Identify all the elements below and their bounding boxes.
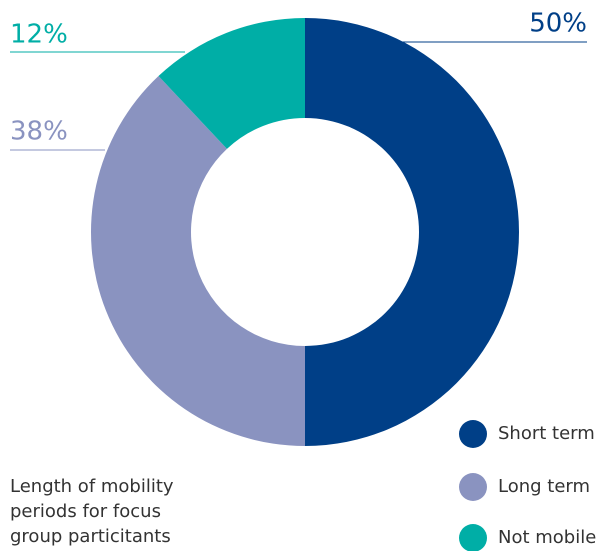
legend-label: Short term <box>498 423 595 444</box>
value-label: 50% <box>529 9 587 39</box>
legend-swatch <box>459 473 487 501</box>
legend-label: Long term <box>498 476 590 497</box>
legend-label: Not mobile <box>498 527 596 548</box>
chart-title: Length of mobility periods for focus gro… <box>10 476 174 547</box>
donut-slice <box>90 76 305 446</box>
donut-slice <box>305 18 519 446</box>
legend-swatch <box>459 524 487 551</box>
value-label: 38% <box>10 117 68 147</box>
legend-swatch <box>459 420 487 448</box>
value-label: 12% <box>10 20 68 50</box>
donut-slice <box>158 18 305 149</box>
